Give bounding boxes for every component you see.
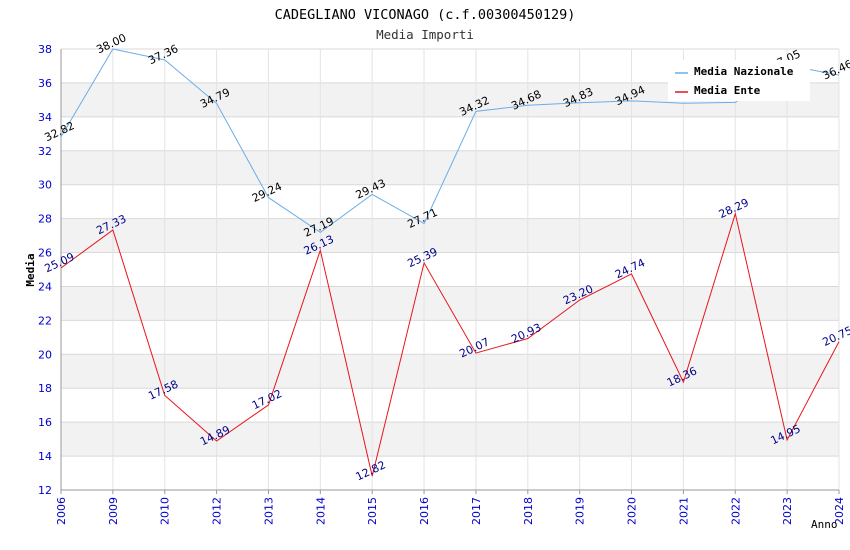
x-tick-label: 2014 <box>314 497 327 525</box>
data-label: 12.82 <box>354 458 388 483</box>
x-tick-label: 2013 <box>262 497 275 525</box>
y-tick-label: 32 <box>38 145 52 158</box>
data-label: 38.00 <box>94 31 128 56</box>
y-tick-label: 36 <box>38 77 52 90</box>
x-tick-label: 2018 <box>522 497 535 525</box>
data-label: 36.46 <box>820 57 850 82</box>
legend: Media Nazionale Media Ente <box>668 60 810 101</box>
series-line-ente <box>60 211 840 477</box>
plot-bands <box>61 82 839 457</box>
y-tick-label: 24 <box>38 280 52 293</box>
data-label: 17.02 <box>250 387 284 412</box>
y-tick-label: 30 <box>38 179 52 192</box>
data-label: 20.93 <box>509 321 543 346</box>
y-axis-label: Media <box>24 253 37 286</box>
data-label: 37.36 <box>146 42 180 67</box>
plot-band <box>61 286 839 321</box>
y-tick-label: 34 <box>38 111 52 124</box>
y-tick-label: 28 <box>38 213 52 226</box>
x-tick-label: 2006 <box>55 497 68 525</box>
data-label: 24.74 <box>613 256 647 281</box>
x-tick-label: 2010 <box>159 497 172 525</box>
x-tick-labels: 2006 2009 2010 2012 2013 2014 2015 2016 2017 2018… <box>55 497 846 525</box>
gridlines <box>60 48 840 491</box>
x-tick-label: 2012 <box>211 497 224 525</box>
y-tick-label: 18 <box>38 382 52 395</box>
chart-subtitle: Media Importi <box>376 27 474 42</box>
x-tick-label: 2017 <box>470 497 483 525</box>
x-tick-label: 2024 <box>833 497 846 525</box>
y-tick-label: 12 <box>38 484 52 497</box>
x-tick-label: 2022 <box>729 497 742 525</box>
chart-title: CADEGLIANO VICONAGO (c.f.00300450129) <box>275 7 576 23</box>
x-tick-label: 2009 <box>107 497 120 525</box>
x-tick-label: 2016 <box>418 497 431 525</box>
plot-band <box>61 218 839 253</box>
series-lines <box>60 48 840 477</box>
y-tick-label: 20 <box>38 348 52 361</box>
x-tick-label: 2019 <box>574 497 587 525</box>
data-label: 20.75 <box>820 324 850 349</box>
plot-band <box>61 354 839 389</box>
legend-label-ente: Media Ente <box>694 84 761 97</box>
x-tick-label: 2015 <box>366 497 379 525</box>
y-tick-label: 22 <box>38 314 52 327</box>
x-tick-label: 2021 <box>677 497 690 525</box>
y-tick-label: 26 <box>38 247 52 260</box>
series-line-nazionale <box>60 48 840 234</box>
y-tick-label: 16 <box>38 416 52 429</box>
y-tick-label: 14 <box>38 450 52 463</box>
legend-box <box>668 60 810 101</box>
plot-band <box>61 422 839 457</box>
y-tick-labels: 12 14 16 18 20 22 24 26 28 30 32 34 36 38 <box>38 43 52 497</box>
x-axis-label: Anno <box>811 518 838 531</box>
axes <box>60 49 840 494</box>
y-tick-label: 38 <box>38 43 52 56</box>
x-tick-label: 2023 <box>781 497 794 525</box>
x-tick-label: 2020 <box>626 497 639 525</box>
legend-label-nazionale: Media Nazionale <box>694 65 794 78</box>
